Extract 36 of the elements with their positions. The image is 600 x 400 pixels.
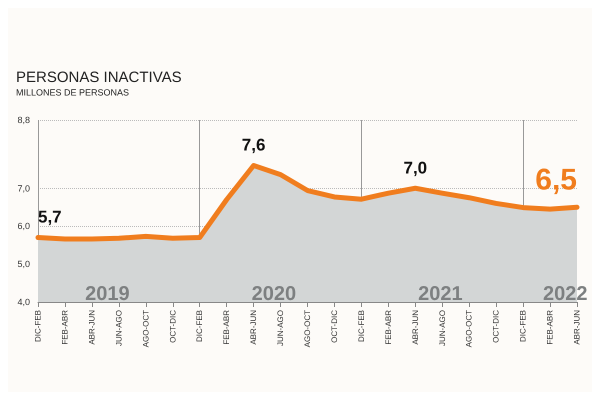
data-label: 6,5: [535, 164, 577, 197]
data-label: 5,7: [38, 208, 62, 227]
annotation: 2020: [252, 283, 296, 305]
x-tick-label: FEB-ABR: [222, 310, 232, 345]
x-tick-label: OCT-DIC: [330, 310, 339, 343]
data-label: 7,0: [403, 158, 428, 178]
x-tick-label: JUN-AGO: [438, 310, 447, 346]
x-tick-label: DIC-FEB: [518, 310, 528, 342]
x-tick-label: FEB-ABR: [60, 310, 70, 345]
chart-title: PERSONAS INACTIVAS: [16, 69, 182, 86]
y-tick-label: 7,0: [17, 183, 30, 194]
x-tick-label: JUN-AGO: [114, 310, 124, 346]
x-tick-label: DIC-FEB: [356, 310, 366, 342]
y-tick-label: 4,0: [17, 297, 30, 307]
x-tick-label: AGO-OCT: [141, 310, 150, 348]
data-label: 7,6: [242, 136, 266, 154]
y-tick-label: 6,0: [17, 221, 30, 232]
x-tick-label: DIC-FEB: [195, 310, 204, 342]
x-tick-label: AGO-OCT: [303, 310, 312, 348]
x-tick-label: ABR-JUN: [249, 310, 258, 345]
x-tick-label: JUN-AGO: [276, 310, 286, 346]
x-tick-label: AGO-OCT: [464, 310, 474, 348]
chart-subtitle: MILLONES DE PERSONAS: [16, 88, 130, 98]
y-tick-label: 8,8: [17, 115, 30, 125]
x-tick-label: ABR-JUN: [572, 310, 582, 345]
x-tick-label: OCT-DIC: [492, 310, 501, 343]
x-tick-label: ABR-JUN: [410, 310, 420, 345]
x-tick-label: DIC-FEB: [34, 310, 42, 342]
x-tick-label: OCT-DIC: [168, 310, 178, 343]
x-tick-label: FEB-ABR: [384, 310, 393, 345]
y-tick-label: 5,0: [17, 259, 30, 270]
x-tick-label: FEB-ABR: [546, 310, 555, 345]
annotation: 2021: [418, 283, 463, 305]
annotation: 2019: [85, 283, 130, 305]
annotation: 2022: [543, 283, 588, 305]
x-tick-label: ABR-JUN: [87, 310, 96, 345]
